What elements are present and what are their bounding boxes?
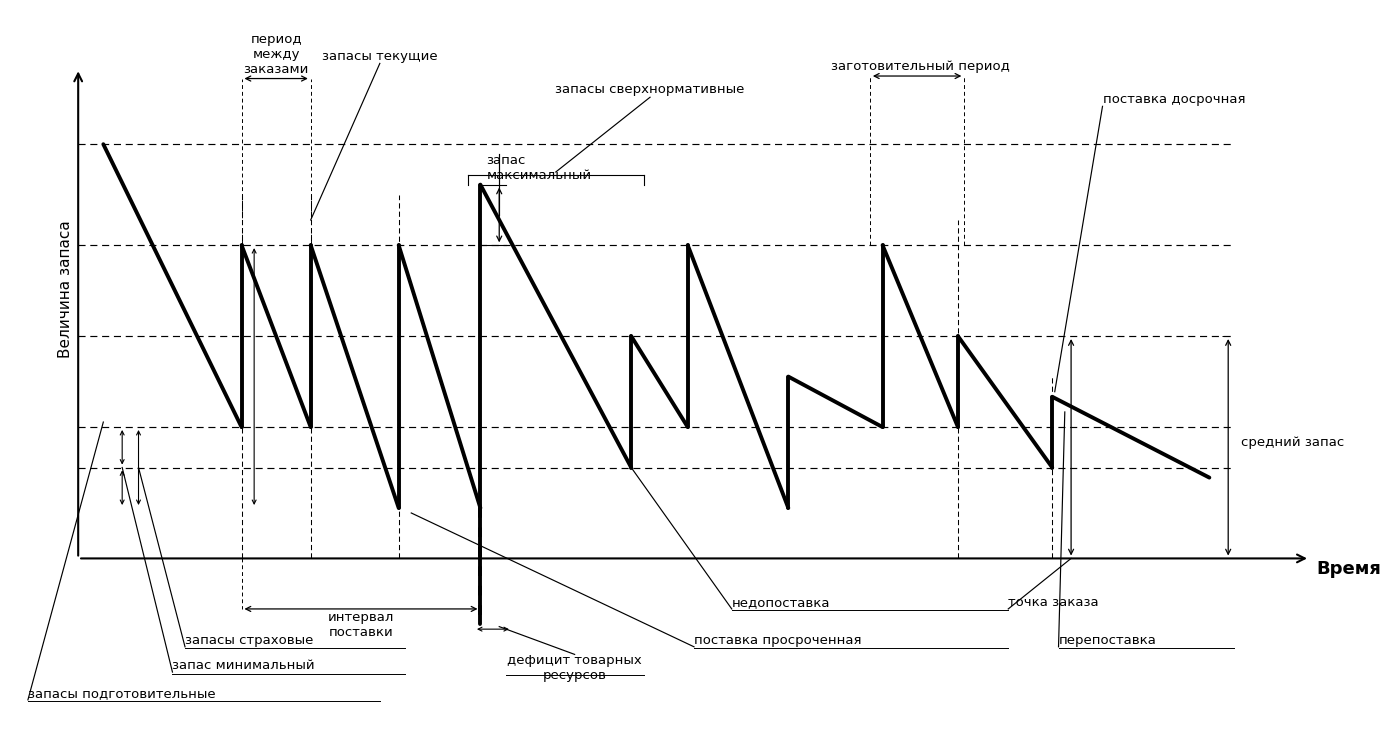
Text: Время: Время xyxy=(1316,559,1381,578)
Text: Величина запаса: Величина запаса xyxy=(58,220,73,358)
Text: точка заказа: точка заказа xyxy=(1008,596,1098,609)
Text: перепоставка: перепоставка xyxy=(1058,634,1156,646)
Text: средний запас: средний запас xyxy=(1241,435,1343,449)
Text: запасы сверхнормативные: запасы сверхнормативные xyxy=(555,83,745,96)
Text: недопоставка: недопоставка xyxy=(731,596,830,609)
Text: запасы страховые: запасы страховые xyxy=(186,634,313,646)
Text: запас минимальный: запас минимальный xyxy=(173,659,314,672)
Text: запас
максимальный: запас максимальный xyxy=(486,154,591,182)
Text: заготовительный период: заготовительный период xyxy=(831,61,1010,74)
Text: поставка досрочная: поставка досрочная xyxy=(1102,93,1245,106)
Text: интервал
поставки: интервал поставки xyxy=(328,612,395,639)
Text: дефицит товарных
ресурсов: дефицит товарных ресурсов xyxy=(507,655,643,683)
Text: период
между
заказами: период между заказами xyxy=(244,33,309,76)
Text: запасы текущие: запасы текущие xyxy=(323,50,438,63)
Text: поставка просроченная: поставка просроченная xyxy=(694,634,861,646)
Text: запасы подготовительные: запасы подготовительные xyxy=(28,687,216,700)
